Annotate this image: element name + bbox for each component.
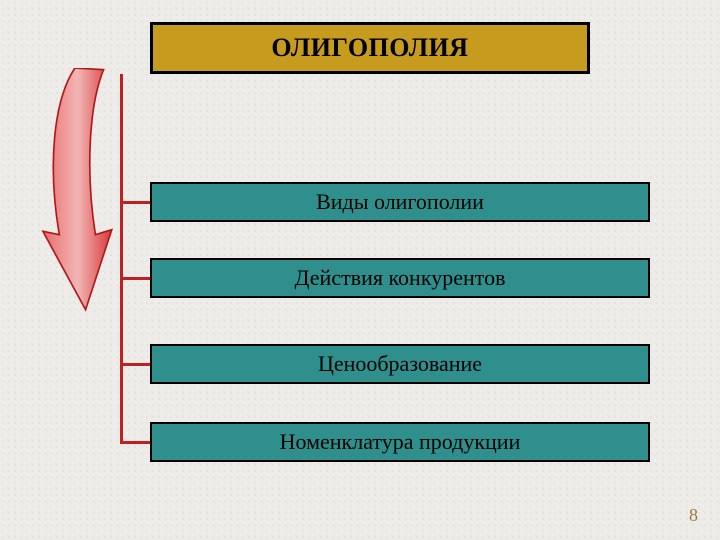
- connector-branch: [120, 441, 150, 444]
- item-box: Номенклатура продукции: [150, 422, 650, 462]
- connector-branch: [120, 363, 150, 366]
- item-box: Виды олигополии: [150, 182, 650, 222]
- connector-branch: [120, 277, 150, 280]
- item-label: Ценообразование: [318, 351, 482, 377]
- item-box: Ценообразование: [150, 344, 650, 384]
- item-label: Номенклатура продукции: [280, 429, 521, 455]
- title-text: ОЛИГОПОЛИЯ: [271, 33, 468, 63]
- slide-number: 8: [689, 505, 698, 526]
- item-label: Действия конкурентов: [295, 265, 506, 291]
- connector-branch: [120, 201, 150, 204]
- item-box: Действия конкурентов: [150, 258, 650, 298]
- title-box: ОЛИГОПОЛИЯ: [150, 22, 590, 74]
- connector-trunk: [120, 74, 123, 442]
- item-label: Виды олигополии: [316, 189, 484, 215]
- curved-arrow: [38, 68, 120, 318]
